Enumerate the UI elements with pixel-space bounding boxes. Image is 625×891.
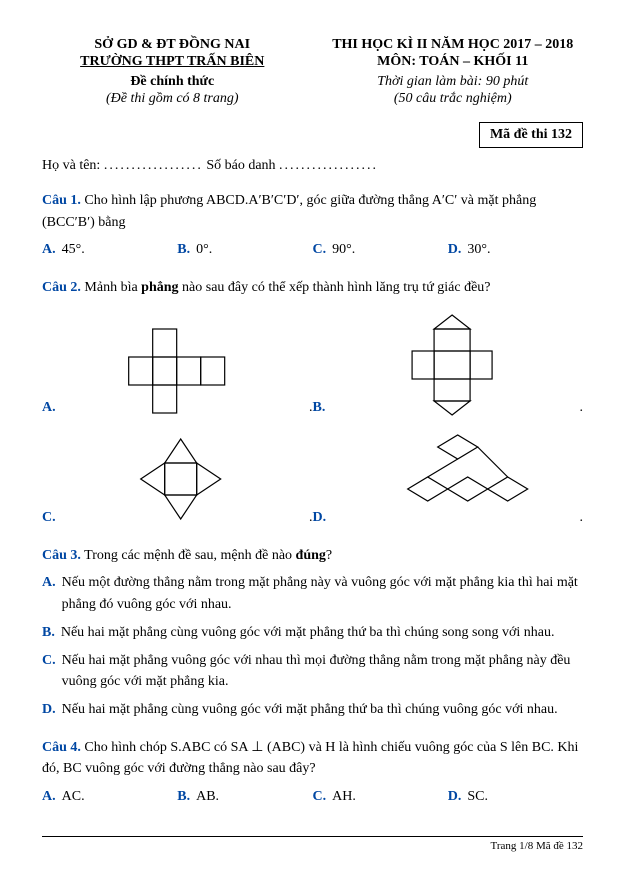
header-right: THI HỌC KÌ II NĂM HỌC 2017 – 2018 MÔN: T…	[323, 36, 584, 108]
exam-time: Thời gian làm bài: 90 phút	[323, 74, 584, 90]
q3-prefix: Trong các mệnh đề sau, mệnh đề nào	[84, 548, 295, 563]
name-dots	[104, 158, 203, 173]
question-1: Câu 1. Cho hình lập phương ABCD.A′B′C′D′…	[42, 190, 583, 261]
net-d-icon	[332, 429, 573, 529]
optC: C.	[313, 239, 327, 261]
q1-b-text: 0°.	[196, 239, 212, 261]
sbd-dots	[279, 158, 378, 173]
q4-opt-c: C.AH.	[313, 786, 448, 808]
q2-label: Câu 2.	[42, 280, 81, 295]
q3-opt-d: D. Nếu hai mặt phẳng cùng vuông góc với m…	[42, 699, 583, 721]
q2-fig-d: D. .	[313, 429, 584, 529]
q2-b-dot: .	[580, 397, 584, 419]
q1-a-text: 45°.	[62, 239, 85, 261]
optA: A.	[42, 239, 56, 261]
q4-d-text: SC.	[467, 786, 488, 808]
q3C: C.	[42, 650, 56, 672]
q2-figs-row1: A. . B.	[42, 309, 583, 419]
q4B: B.	[177, 786, 190, 808]
q2-prefix: Mảnh bìa	[84, 280, 141, 295]
q4-c-text: AH.	[332, 786, 356, 808]
q3-options: A. Nếu một đường thẳng nằm trong mặt phẳn…	[42, 572, 583, 720]
q4-opt-a: A. AC.	[42, 786, 177, 808]
q1-c-text: 90°.	[332, 239, 355, 261]
q2-fig-c: C. .	[42, 429, 313, 529]
org-line-2: TRƯỜNG THPT TRẤN BIÊN	[42, 54, 303, 70]
net-b-icon	[331, 309, 573, 419]
footer: Trang 1/8 Mã đề 132	[42, 836, 583, 852]
q3-opt-c: C. Nếu hai mặt phẳng vuông góc với nhau t…	[42, 650, 583, 693]
net-a-icon	[62, 319, 303, 419]
q1-opt-d: D.30°.	[448, 239, 583, 261]
optD: D.	[448, 239, 462, 261]
q1-opt-a: A. 45°.	[42, 239, 177, 261]
exam-official: Đề chính thức	[42, 74, 303, 90]
q2-fig-a: A. .	[42, 309, 313, 419]
header-left: SỞ GD & ĐT ĐỒNG NAI TRƯỜNG THPT TRẤN BIÊ…	[42, 36, 303, 108]
header: SỞ GD & ĐT ĐỒNG NAI TRƯỜNG THPT TRẤN BIÊ…	[42, 36, 583, 108]
q3-suffix: ?	[326, 548, 332, 563]
exam-code: Mã đề thi 132	[479, 122, 583, 148]
student-info: Họ và tên: Số báo danh	[42, 158, 583, 174]
q3-c-text: Nếu hai mặt phẳng vuông góc với nhau thì…	[62, 650, 583, 693]
q3-label: Câu 3.	[42, 548, 81, 563]
q3A: A.	[42, 572, 56, 594]
q3-opt-a: A. Nếu một đường thẳng nằm trong mặt phẳn…	[42, 572, 583, 615]
q1-d-text: 30°.	[467, 239, 490, 261]
q4-options: A. AC. B. AB. C.AH. D.SC.	[42, 786, 583, 808]
q4-a-text: AC.	[62, 786, 85, 808]
q1-options: A. 45°. B. 0°. C.90°. D.30°.	[42, 239, 583, 261]
q4-text: Cho hình chóp S.ABC có SA ⊥ (ABC) và H l…	[42, 740, 578, 777]
page-count: (Đề thi gồm có 8 trang)	[42, 91, 303, 107]
q2-figs-row2: C. . D.	[42, 429, 583, 529]
q2-c-letter: C.	[42, 507, 56, 529]
q2-fig-b: B. .	[313, 309, 584, 419]
q3D: D.	[42, 699, 56, 721]
question-3: Câu 3. Trong các mệnh đề sau, mệnh đề nà…	[42, 545, 583, 721]
q1-label: Câu 1.	[42, 193, 81, 208]
q4-label: Câu 4.	[42, 740, 81, 755]
q2-bold: phẳng	[141, 280, 178, 295]
q2-d-dot: .	[580, 507, 584, 529]
question-4: Câu 4. Cho hình chóp S.ABC có SA ⊥ (ABC)…	[42, 737, 583, 808]
org-line-1: SỞ GD & ĐT ĐỒNG NAI	[42, 37, 303, 53]
exam-qcount: (50 câu trắc nghiệm)	[323, 91, 584, 107]
q4-opt-b: B. AB.	[177, 786, 312, 808]
sbd-label: Số báo danh	[206, 158, 279, 173]
exam-code-row: Mã đề thi 132	[42, 114, 583, 148]
exam-title: THI HỌC KÌ II NĂM HỌC 2017 – 2018	[323, 37, 584, 53]
q4A: A.	[42, 786, 56, 808]
q4D: D.	[448, 786, 462, 808]
q3-bold: đúng	[296, 548, 326, 563]
q3-b-text: Nếu hai mặt phẳng cùng vuông góc với mặt…	[61, 622, 555, 644]
q4-opt-d: D.SC.	[448, 786, 583, 808]
q2-b-letter: B.	[313, 397, 326, 419]
question-2: Câu 2. Mảnh bìa phẳng nào sau đây có thể…	[42, 277, 583, 529]
q3B: B.	[42, 622, 55, 644]
q3-opt-b: B. Nếu hai mặt phẳng cùng vuông góc với m…	[42, 622, 583, 644]
q2-a-letter: A.	[42, 397, 56, 419]
q2-suffix: nào sau đây có thể xếp thành hình lăng t…	[179, 280, 491, 295]
exam-subject: MÔN: TOÁN – KHỐI 11	[323, 54, 584, 70]
q4C: C.	[313, 786, 327, 808]
q4-b-text: AB.	[196, 786, 219, 808]
q1-text: Cho hình lập phương ABCD.A′B′C′D′, góc g…	[42, 193, 536, 230]
q1-opt-b: B. 0°.	[177, 239, 312, 261]
net-c-icon	[62, 429, 303, 529]
q1-opt-c: C.90°.	[313, 239, 448, 261]
optB: B.	[177, 239, 190, 261]
q2-d-letter: D.	[313, 507, 327, 529]
name-label: Họ và tên:	[42, 158, 104, 173]
q3-a-text: Nếu một đường thẳng nằm trong mặt phẳng …	[62, 572, 583, 615]
q3-d-text: Nếu hai mặt phẳng cùng vuông góc với mặt…	[62, 699, 558, 721]
